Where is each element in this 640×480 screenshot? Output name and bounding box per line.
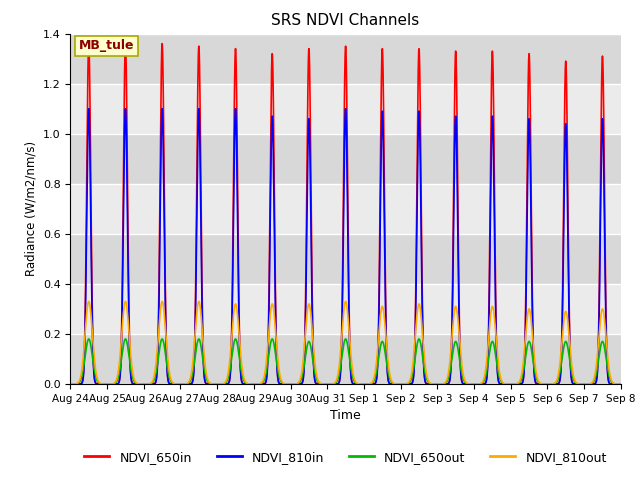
NDVI_810in: [422, 380, 429, 385]
NDVI_650out: [422, 372, 429, 378]
NDVI_810in: [67, 381, 74, 387]
Y-axis label: Radiance (W/m2/nm/s): Radiance (W/m2/nm/s): [24, 141, 37, 276]
NDVI_650out: [184, 381, 192, 386]
Line: NDVI_650in: NDVI_650in: [70, 44, 621, 384]
Bar: [70, 34, 621, 84]
NDVI_810out: [273, 341, 280, 347]
NDVI_650in: [85, 41, 93, 47]
Bar: [70, 134, 621, 184]
Line: NDVI_650out: NDVI_650out: [70, 339, 621, 384]
Line: NDVI_810in: NDVI_810in: [70, 108, 621, 384]
NDVI_810in: [184, 381, 192, 387]
NDVI_650out: [617, 381, 625, 387]
NDVI_810out: [179, 381, 186, 387]
NDVI_810in: [615, 381, 623, 387]
NDVI_650out: [500, 381, 508, 386]
NDVI_810in: [85, 106, 93, 111]
NDVI_650out: [615, 381, 623, 387]
NDVI_810out: [617, 381, 625, 387]
NDVI_650in: [273, 347, 280, 352]
NDVI_650out: [67, 381, 74, 387]
NDVI_810in: [617, 381, 625, 387]
Bar: [70, 184, 621, 234]
NDVI_650in: [422, 380, 429, 385]
NDVI_650out: [179, 381, 186, 387]
NDVI_650in: [179, 381, 186, 387]
NDVI_810out: [615, 381, 623, 387]
X-axis label: Time: Time: [330, 409, 361, 422]
Bar: [70, 284, 621, 334]
NDVI_650in: [615, 381, 623, 387]
Bar: [70, 334, 621, 384]
NDVI_650in: [184, 381, 192, 387]
NDVI_810in: [273, 353, 280, 359]
Legend: NDVI_650in, NDVI_810in, NDVI_650out, NDVI_810out: NDVI_650in, NDVI_810in, NDVI_650out, NDV…: [79, 446, 612, 469]
Bar: [70, 234, 621, 284]
NDVI_810in: [500, 381, 508, 387]
NDVI_810out: [67, 381, 74, 387]
Title: SRS NDVI Channels: SRS NDVI Channels: [271, 13, 420, 28]
NDVI_650out: [85, 336, 93, 342]
NDVI_810out: [422, 365, 429, 371]
NDVI_650out: [273, 359, 280, 364]
NDVI_650in: [67, 381, 74, 387]
NDVI_810out: [184, 380, 192, 385]
NDVI_650in: [500, 381, 508, 387]
Line: NDVI_810out: NDVI_810out: [70, 301, 621, 384]
NDVI_810out: [500, 381, 508, 386]
NDVI_810in: [179, 381, 186, 387]
NDVI_810out: [85, 299, 93, 304]
Text: MB_tule: MB_tule: [79, 39, 134, 52]
Bar: [70, 84, 621, 134]
NDVI_650in: [617, 381, 625, 387]
